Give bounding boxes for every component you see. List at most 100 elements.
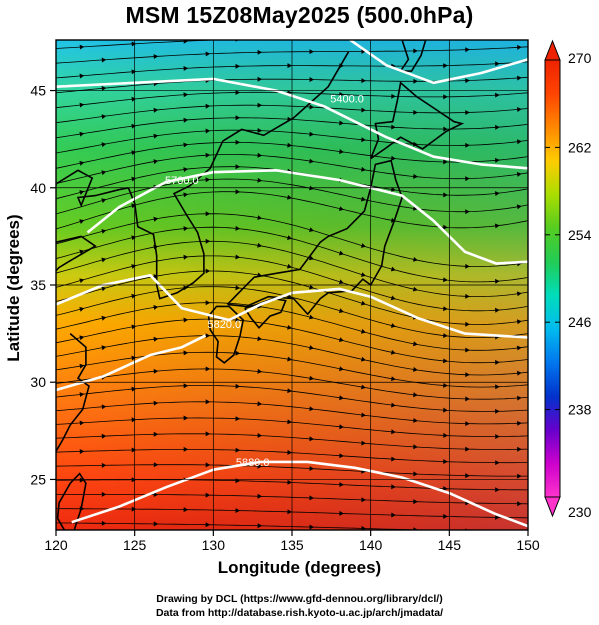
streamline-arrow bbox=[183, 226, 189, 232]
streamline-arrow bbox=[287, 142, 292, 148]
streamline-arrow bbox=[495, 514, 500, 520]
streamline-arrow bbox=[360, 272, 366, 277]
streamline-arrow bbox=[101, 345, 107, 351]
streamline-arrow bbox=[287, 388, 292, 394]
coastlines bbox=[56, 40, 465, 530]
streamline-arrow bbox=[361, 328, 366, 334]
streamline-arrow bbox=[443, 33, 448, 38]
streamline-arrow bbox=[309, 345, 314, 350]
streamline-arrow bbox=[443, 277, 448, 283]
streamline-arrow bbox=[257, 336, 263, 342]
streamline-arrow bbox=[205, 522, 211, 528]
streamline-arrow bbox=[495, 278, 500, 284]
colorbar: 270 262 254 246 238 230 bbox=[544, 39, 592, 520]
streamline-arrow bbox=[235, 115, 241, 121]
streamline-arrow bbox=[309, 466, 314, 471]
streamline-arrow bbox=[183, 92, 189, 98]
streamline-arrow bbox=[183, 66, 189, 71]
streamline-arrow bbox=[443, 159, 448, 165]
contour-label: 5880.0 bbox=[236, 457, 270, 469]
streamline-arrow bbox=[153, 54, 159, 59]
streamline-arrow bbox=[413, 367, 418, 372]
coastline bbox=[56, 332, 90, 453]
streamline-arrow bbox=[131, 96, 137, 102]
streamline-arrow bbox=[205, 103, 211, 109]
streamline-arrow bbox=[257, 215, 263, 220]
streamline-arrow bbox=[205, 492, 211, 498]
streamline-arrow bbox=[465, 347, 470, 353]
streamline-arrow bbox=[287, 235, 292, 240]
streamline-arrow bbox=[183, 317, 189, 323]
streamline-arrow bbox=[235, 139, 241, 145]
streamline-arrow bbox=[391, 376, 396, 382]
streamline-arrow bbox=[153, 336, 159, 342]
streamline-arrow bbox=[79, 477, 85, 483]
streamline-arrow bbox=[101, 462, 107, 468]
streamline-arrow bbox=[79, 392, 85, 397]
coastline bbox=[56, 472, 87, 530]
streamline-arrow bbox=[79, 363, 85, 369]
colorbar-body bbox=[544, 59, 561, 498]
streamline-arrow bbox=[235, 383, 241, 389]
streamline-arrow bbox=[391, 402, 396, 408]
streamline-arrow bbox=[361, 48, 366, 54]
streamline-arrow bbox=[79, 73, 85, 79]
streamline-arrow bbox=[517, 473, 522, 479]
streamline-arrow bbox=[465, 78, 470, 84]
streamline-arrow bbox=[495, 434, 500, 439]
streamline-arrow bbox=[309, 314, 314, 320]
streamline-arrow bbox=[361, 356, 366, 362]
streamline-arrow bbox=[443, 383, 448, 388]
streamline-arrow bbox=[361, 107, 366, 113]
streamline-arrow bbox=[443, 407, 448, 413]
streamline-arrow bbox=[361, 196, 366, 202]
streamline-arrow bbox=[153, 107, 159, 113]
streamline-arrow bbox=[79, 278, 85, 284]
streamline-arrow bbox=[183, 40, 189, 44]
streamline-arrow bbox=[235, 508, 241, 513]
streamline-arrow bbox=[465, 142, 470, 148]
streamline-arrow bbox=[101, 404, 107, 410]
colorbar-tick-label: 254 bbox=[568, 227, 592, 243]
streamline-arrow bbox=[183, 167, 189, 172]
streamline-arrow bbox=[495, 487, 500, 493]
streamline-arrow bbox=[205, 51, 211, 57]
streamline-arrow bbox=[413, 499, 418, 505]
streamline-arrow bbox=[465, 293, 470, 299]
streamline-arrow bbox=[235, 317, 241, 323]
streamline-arrow bbox=[183, 117, 189, 123]
streamline-arrow bbox=[79, 335, 85, 341]
streamline-arrow bbox=[235, 447, 241, 453]
streamline-arrow bbox=[287, 194, 292, 200]
streamline-arrow bbox=[443, 459, 448, 464]
geopotential-contours: 5400.0 5700.0 5820.0 5880.0 bbox=[56, 40, 528, 528]
streamline-arrow bbox=[183, 383, 189, 389]
streamline-arrow bbox=[391, 93, 396, 99]
streamline-arrow bbox=[205, 211, 211, 217]
streamline-arrow bbox=[235, 350, 241, 356]
streamline-arrow bbox=[413, 110, 418, 115]
streamline-arrow bbox=[516, 345, 522, 351]
streamline-arrow bbox=[443, 126, 448, 132]
streamline-arrow bbox=[183, 507, 189, 513]
y-axis-ticks: 25 30 35 40 45 bbox=[30, 83, 56, 487]
streamline-arrow bbox=[153, 133, 159, 139]
streamline-arrow bbox=[391, 124, 396, 130]
chart-title: MSM 15Z08May2025 (500.0hPa) bbox=[125, 2, 474, 28]
streamline-arrow bbox=[257, 433, 263, 438]
streamline-arrow bbox=[101, 491, 107, 497]
streamline-arrow bbox=[131, 69, 137, 75]
y-tick-label: 30 bbox=[30, 374, 46, 390]
streamline-arrow bbox=[205, 177, 211, 183]
streamline-arrow bbox=[79, 160, 85, 166]
streamline-arrow bbox=[465, 47, 470, 53]
x-tick-label: 140 bbox=[359, 537, 383, 553]
streamline-arrow bbox=[443, 306, 448, 312]
coastline bbox=[56, 169, 129, 208]
streamline-arrow bbox=[131, 386, 137, 392]
streamline-arrow bbox=[79, 44, 85, 50]
streamline-arrow bbox=[443, 63, 448, 69]
streamline-arrow bbox=[390, 266, 396, 272]
streamline-arrow bbox=[183, 142, 189, 148]
streamline-arrow bbox=[517, 44, 522, 50]
